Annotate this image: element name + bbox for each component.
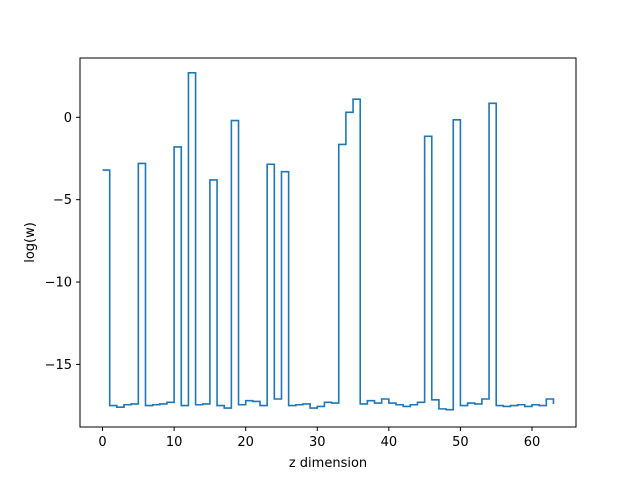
x-tick-label: 30: [309, 435, 326, 450]
x-tick-label: 0: [98, 435, 106, 450]
x-tick-label: 10: [166, 435, 183, 450]
x-axis-ticks: 0 10 20 30 40 50 60: [98, 427, 540, 450]
x-tick-label: 40: [381, 435, 398, 450]
y-tick-label: −10: [45, 276, 72, 291]
y-axis-label: log(w): [23, 222, 38, 263]
x-tick-label: 20: [237, 435, 254, 450]
axes-frame: [79, 57, 577, 428]
x-axis-label: z dimension: [289, 456, 367, 471]
plot-area: [102, 72, 555, 411]
y-tick-label: −15: [45, 358, 72, 373]
x-tick-label: 60: [524, 435, 541, 450]
y-axis-ticks: −15 −10 −5 0: [45, 111, 80, 373]
y-tick-label: 0: [64, 111, 72, 126]
series-0-step-line: [102, 72, 555, 411]
y-tick-label: −5: [53, 193, 72, 208]
x-tick-label: 50: [452, 435, 469, 450]
